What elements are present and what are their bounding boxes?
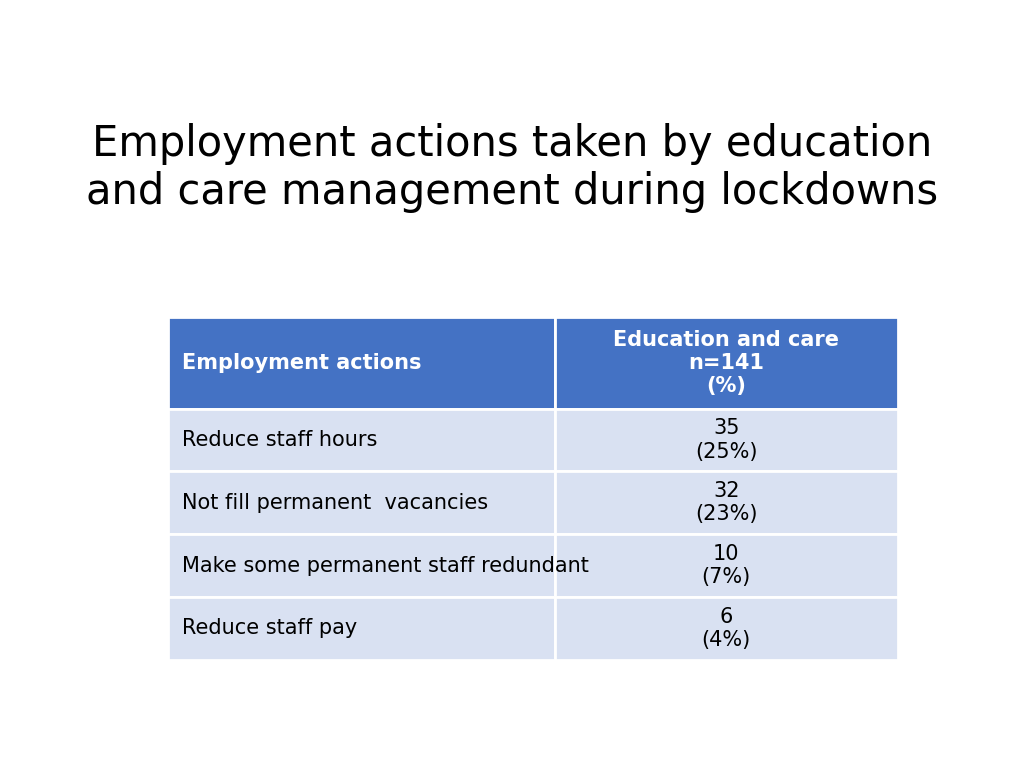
Text: 10
(7%): 10 (7%) — [701, 544, 751, 588]
Text: Education and care
n=141
(%): Education and care n=141 (%) — [613, 329, 840, 396]
FancyBboxPatch shape — [168, 409, 555, 472]
Text: Employment actions taken by education
and care management during lockdowns: Employment actions taken by education an… — [86, 123, 938, 214]
FancyBboxPatch shape — [555, 317, 898, 409]
Text: Make some permanent staff redundant: Make some permanent staff redundant — [182, 555, 589, 576]
Text: Reduce staff pay: Reduce staff pay — [182, 618, 357, 638]
FancyBboxPatch shape — [555, 535, 898, 597]
Text: Employment actions: Employment actions — [182, 353, 422, 372]
FancyBboxPatch shape — [555, 409, 898, 472]
Text: 35
(25%): 35 (25%) — [695, 419, 758, 462]
Text: Not fill permanent  vacancies: Not fill permanent vacancies — [182, 493, 488, 513]
Text: 6
(4%): 6 (4%) — [701, 607, 751, 650]
Text: Reduce staff hours: Reduce staff hours — [182, 430, 377, 450]
Text: 32
(23%): 32 (23%) — [695, 482, 758, 525]
FancyBboxPatch shape — [168, 317, 555, 409]
FancyBboxPatch shape — [168, 535, 555, 597]
FancyBboxPatch shape — [168, 597, 555, 660]
FancyBboxPatch shape — [168, 472, 555, 535]
FancyBboxPatch shape — [555, 472, 898, 535]
FancyBboxPatch shape — [555, 597, 898, 660]
